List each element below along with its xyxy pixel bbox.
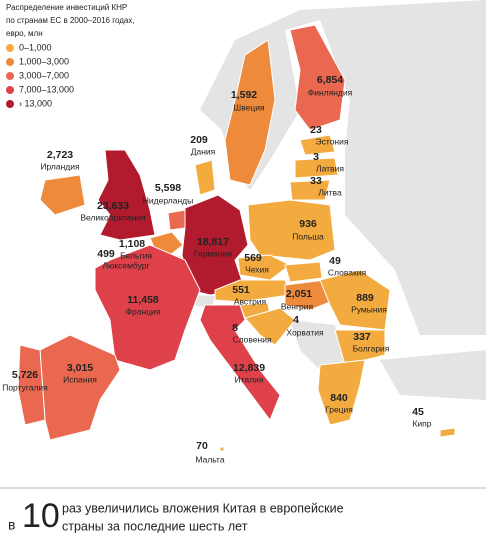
country-value: 1,592 bbox=[231, 89, 257, 101]
legend-label: › 13,000 bbox=[19, 98, 52, 108]
country bbox=[299, 134, 336, 156]
country-name: Дания bbox=[191, 146, 216, 156]
country-name: Италия bbox=[235, 374, 264, 384]
country-name: Литва bbox=[318, 187, 342, 197]
country bbox=[199, 304, 281, 422]
country-name: Кипр bbox=[412, 418, 431, 428]
legend-swatch bbox=[6, 72, 14, 80]
country-name: Франция bbox=[126, 306, 161, 316]
country bbox=[247, 199, 336, 261]
country-name: Венгрия bbox=[281, 301, 314, 311]
country-value: 12,839 bbox=[233, 362, 265, 374]
country-name: Германия bbox=[194, 248, 233, 258]
country-value: 23,633 bbox=[97, 200, 129, 212]
footer-text: страны за последние шесть лет bbox=[62, 519, 248, 533]
country-value: 3 bbox=[313, 151, 319, 163]
country-value: 23 bbox=[310, 124, 322, 136]
country bbox=[319, 269, 391, 331]
country bbox=[294, 157, 339, 179]
country-name: Чехия bbox=[245, 264, 269, 274]
country-name: Бельгия bbox=[120, 250, 152, 260]
legend-label: 7,000–13,000 bbox=[19, 84, 74, 94]
country-name: Великобритания bbox=[80, 212, 146, 222]
country-name: Австрия bbox=[234, 296, 267, 306]
country-name: Польша bbox=[292, 231, 324, 241]
country-name: Болгария bbox=[353, 343, 390, 353]
country-name: Мальта bbox=[195, 454, 224, 464]
country-value: 6,854 bbox=[317, 74, 343, 86]
country-value: 4 bbox=[293, 314, 299, 326]
footer-number: 10 bbox=[22, 497, 60, 535]
footer-text: раз увеличились вложения Китая в европей… bbox=[62, 501, 344, 515]
country bbox=[439, 427, 456, 438]
balkans bbox=[290, 320, 345, 370]
title-line: Распределение инвестиций КНР bbox=[6, 3, 127, 12]
country-name: Финляндия bbox=[308, 87, 353, 97]
country bbox=[237, 254, 291, 281]
country-value: 209 bbox=[190, 134, 208, 146]
country bbox=[289, 24, 346, 131]
country-name: Эстония bbox=[316, 136, 349, 146]
country bbox=[289, 179, 331, 201]
legend-label: 1,000–3,000 bbox=[19, 56, 69, 66]
legend-swatch bbox=[6, 44, 14, 52]
country bbox=[39, 174, 86, 216]
country-value: 8 bbox=[232, 322, 238, 334]
country-value: 45 bbox=[412, 406, 424, 418]
country-name: Португалия bbox=[2, 382, 48, 392]
country bbox=[334, 329, 386, 366]
legend-swatch bbox=[6, 100, 14, 108]
country-name: Нидерланды bbox=[143, 195, 193, 205]
country-value: 569 bbox=[244, 252, 262, 264]
country bbox=[244, 307, 296, 346]
country bbox=[219, 446, 225, 452]
country bbox=[284, 261, 323, 283]
country bbox=[94, 244, 201, 371]
country-name: Испания bbox=[63, 374, 97, 384]
country-value: 5,598 bbox=[155, 182, 181, 194]
country-value: 3,015 bbox=[67, 362, 93, 374]
country-value: 5,726 bbox=[12, 369, 38, 381]
country-value: 337 bbox=[353, 331, 371, 343]
country-value: 1,108 bbox=[119, 238, 145, 250]
country-value: 49 bbox=[329, 255, 341, 267]
country-name: Ирландия bbox=[40, 161, 80, 171]
country-name: Латвия bbox=[316, 163, 344, 173]
country bbox=[194, 159, 216, 196]
country bbox=[39, 334, 121, 441]
footer-prefix: в bbox=[8, 517, 15, 533]
country-name: Румыния bbox=[351, 304, 387, 314]
country-name: Хорватия bbox=[286, 327, 324, 337]
turkey bbox=[380, 350, 486, 400]
country-value: 70 bbox=[196, 440, 208, 452]
country-value: 18,817 bbox=[197, 236, 229, 248]
country bbox=[167, 209, 186, 231]
country-value: 936 bbox=[299, 218, 317, 230]
legend-swatch bbox=[6, 86, 14, 94]
legend-swatch bbox=[6, 58, 14, 66]
country-name: Словакия bbox=[328, 267, 367, 277]
legend-label: 3,000–7,000 bbox=[19, 70, 69, 80]
country-value: 551 bbox=[232, 284, 250, 296]
country-value: 889 bbox=[356, 292, 374, 304]
country-name: Люксембург bbox=[102, 260, 149, 270]
country-name: Словения bbox=[232, 334, 272, 344]
country-name: Греция bbox=[325, 404, 353, 414]
country-value: 2,051 bbox=[286, 288, 312, 300]
country-value: 2,723 bbox=[47, 149, 73, 161]
country-value: 33 bbox=[310, 175, 322, 187]
title-line: по странам ЕС в 2000–2016 годах, bbox=[6, 16, 135, 25]
country bbox=[17, 344, 46, 426]
title-line: евро, млн bbox=[6, 29, 43, 38]
country-value: 840 bbox=[330, 392, 348, 404]
country bbox=[317, 359, 366, 426]
country-value: 11,458 bbox=[127, 294, 159, 306]
country-name: Швеция bbox=[233, 102, 265, 112]
legend-label: 0–1,000 bbox=[19, 42, 52, 52]
country bbox=[97, 149, 156, 241]
country-value: 499 bbox=[97, 248, 115, 260]
country bbox=[224, 39, 276, 186]
